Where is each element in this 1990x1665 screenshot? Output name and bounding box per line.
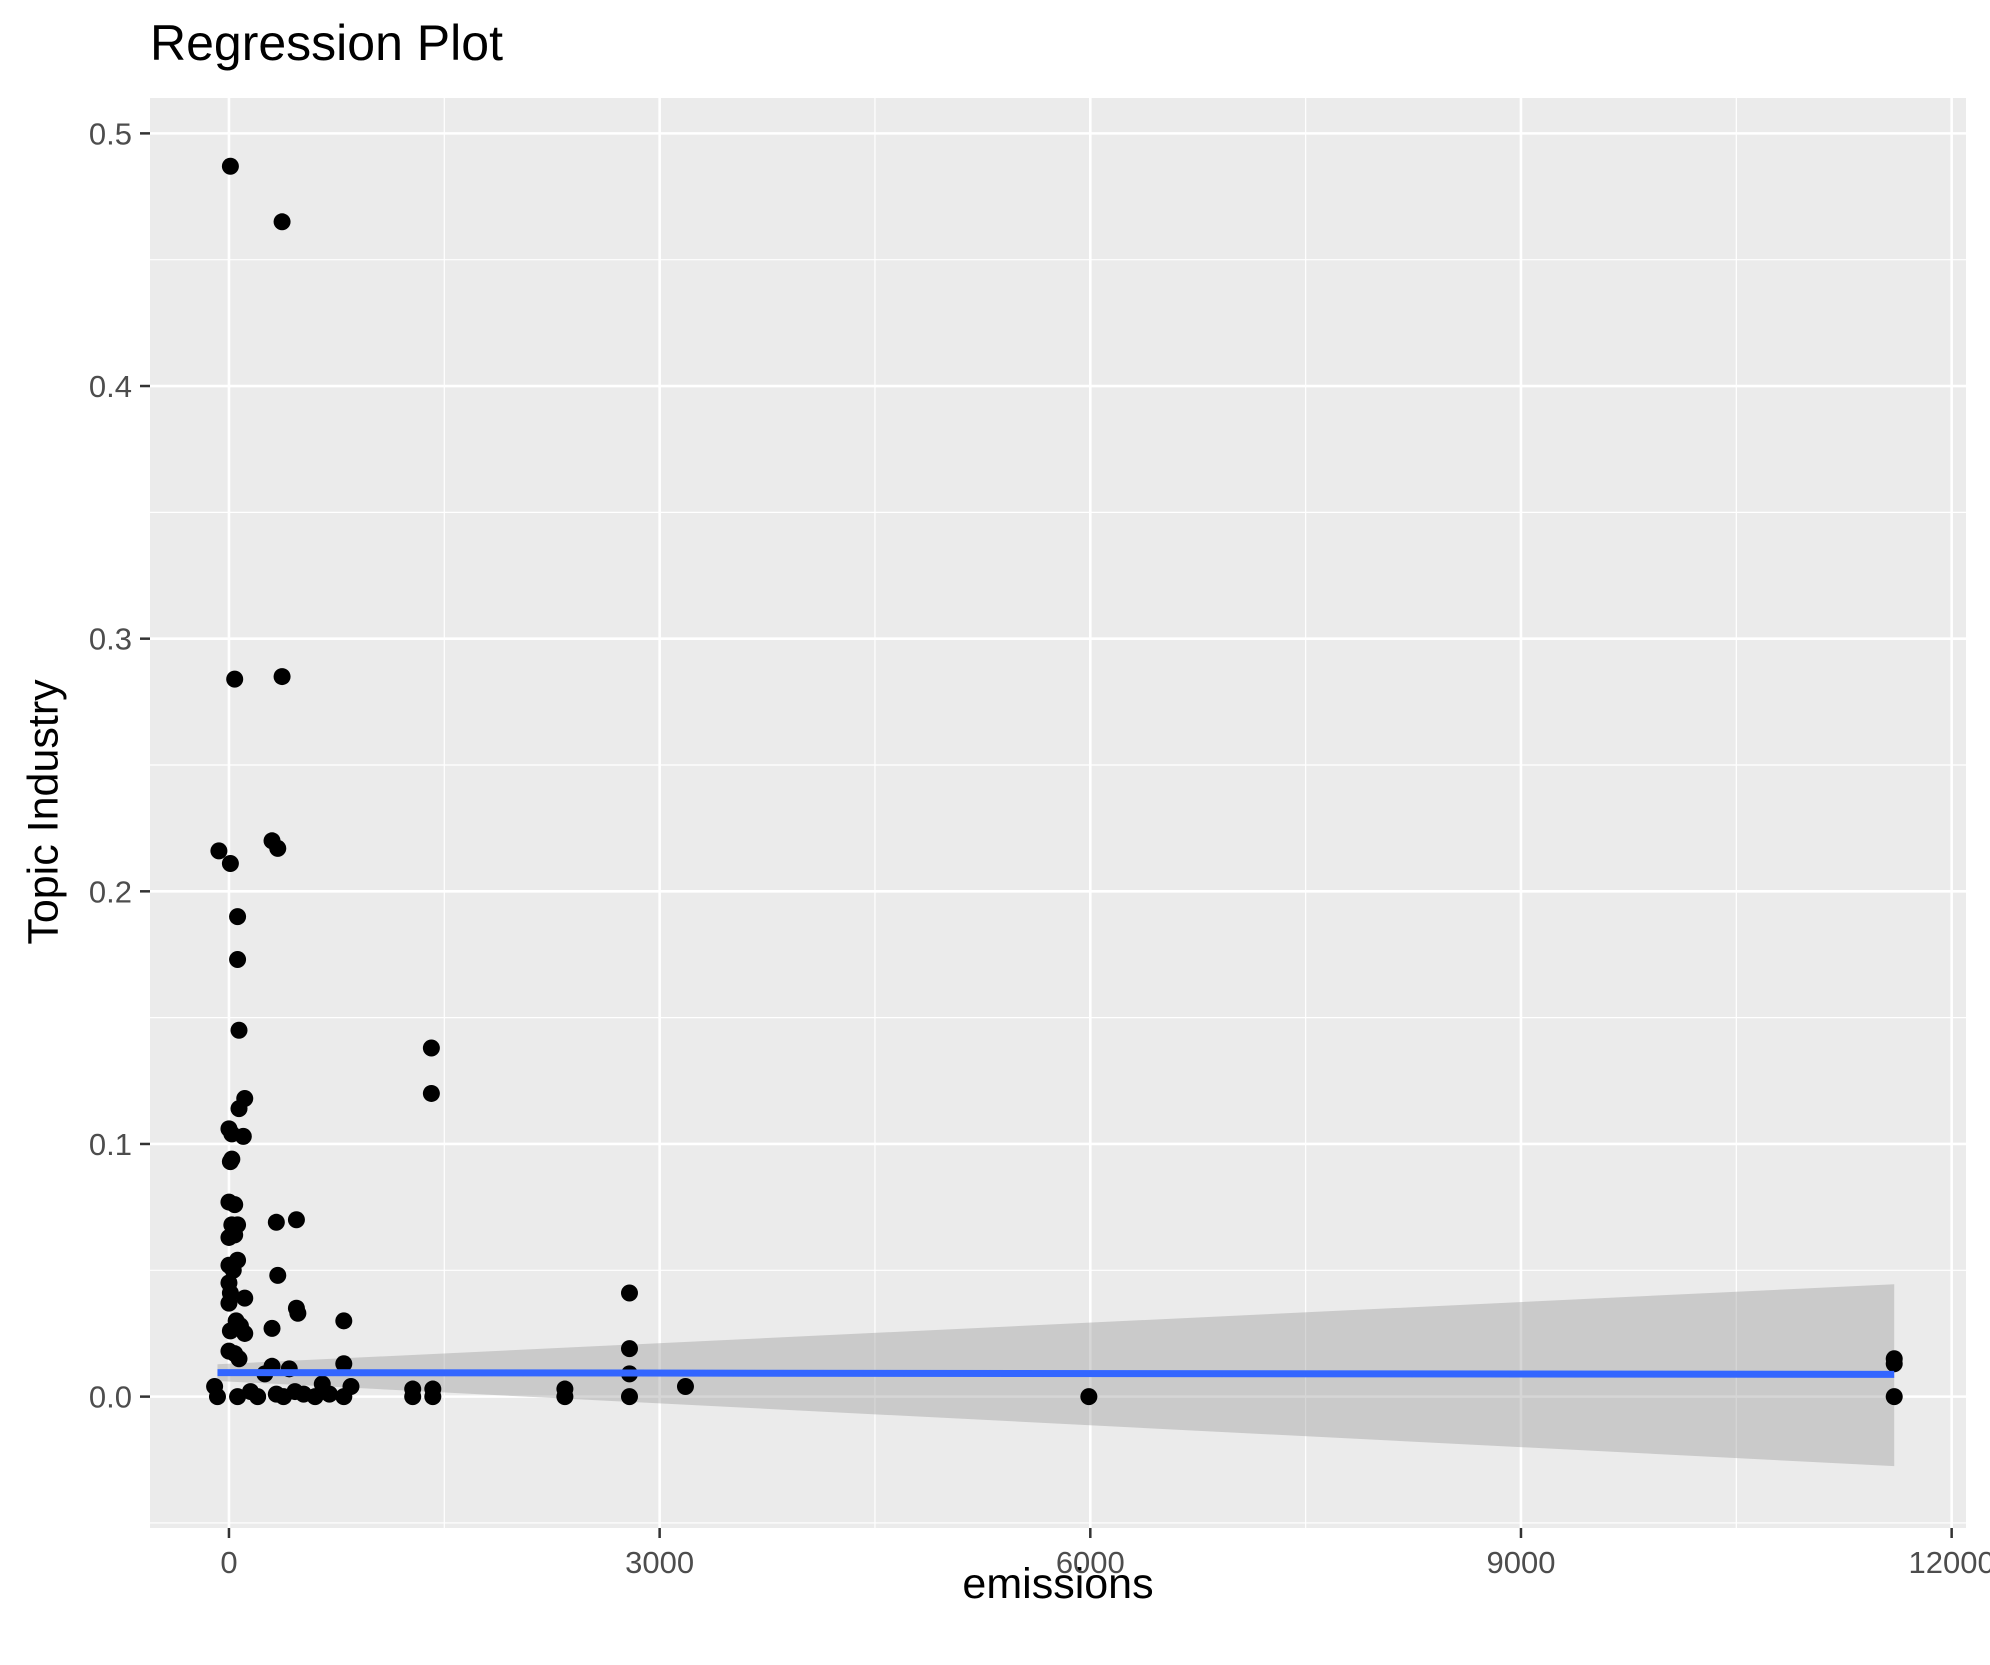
regression-line [217,1369,1895,1378]
data-point [221,1153,239,1171]
data-point [306,1388,324,1406]
data-points [206,157,1903,1406]
data-point [335,1355,353,1373]
data-point [229,1388,247,1406]
data-point [1080,1388,1098,1406]
data-point [273,213,291,231]
data-point [320,1385,338,1403]
y-tick-label: 0.1 [89,1127,132,1162]
data-point [221,157,239,175]
data-point [226,670,244,688]
data-point [289,1304,307,1322]
data-point [424,1388,442,1406]
data-point [249,1388,267,1406]
x-tick-label: 3000 [625,1545,694,1580]
data-point [422,1084,440,1102]
data-point [230,1021,248,1039]
data-point [236,1324,254,1342]
data-point [221,1322,239,1340]
plot-panel [150,98,1966,1528]
data-point [208,1388,226,1406]
data-point [269,1266,287,1284]
y-tick-label: 0.0 [89,1380,132,1415]
data-point [1885,1355,1903,1373]
data-point [620,1388,638,1406]
y-tick-label: 0.5 [89,116,132,151]
data-point [223,1125,241,1143]
minor-gridlines [150,98,1966,1528]
x-tick-label: 6000 [1056,1545,1125,1580]
data-point [1885,1388,1903,1406]
data-point [226,1196,244,1214]
x-tick-label: 0 [220,1545,237,1580]
data-point [236,1289,254,1307]
x-axis-label: emissions [962,1560,1154,1608]
y-tick-label: 0.3 [89,622,132,657]
data-point [267,1213,285,1231]
data-point [229,908,247,926]
data-point [620,1340,638,1358]
data-point [342,1378,360,1396]
chart-title: Regression Plot [150,15,503,71]
data-point [269,839,287,857]
x-tick-label: 12000 [1909,1545,1990,1580]
data-point [404,1388,422,1406]
data-point [221,855,239,873]
data-point [422,1039,440,1057]
x-tick-label: 9000 [1486,1545,1555,1580]
data-point [210,842,228,860]
data-point [226,1226,244,1244]
y-tick-label: 0.2 [89,874,132,909]
major-gridlines [150,98,1966,1528]
data-point [620,1284,638,1302]
data-point [335,1312,353,1330]
data-point [273,668,291,686]
data-point [263,1319,281,1337]
data-point [287,1211,305,1229]
data-point [676,1378,694,1396]
data-point [220,1294,238,1312]
axes: 0 3000 6000 9000 12000 0.0 0.1 0.2 0.3 0.4 0.5 [89,116,1990,1580]
data-point [230,1350,248,1368]
y-tick-label: 0.4 [89,369,132,404]
data-point [229,951,247,969]
data-point [230,1100,248,1118]
data-point [556,1388,574,1406]
